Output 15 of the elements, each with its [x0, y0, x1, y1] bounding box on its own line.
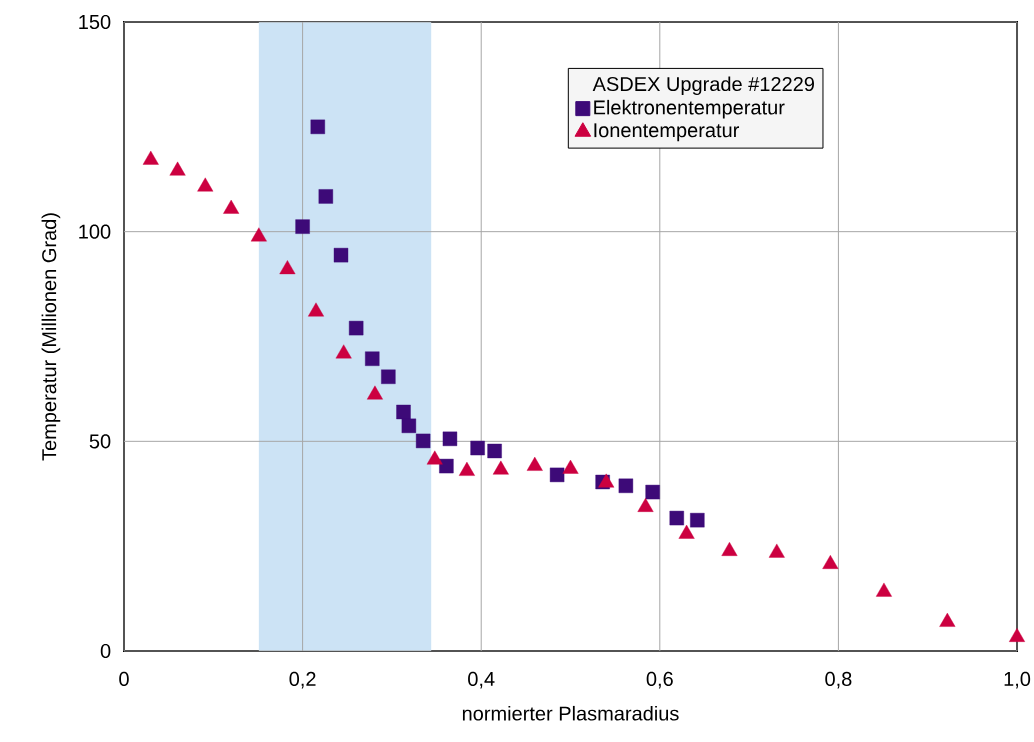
x-tick-label: 0,2 [289, 671, 316, 689]
x-tick-label: 0,6 [646, 671, 673, 689]
y-tick-label: 50 [89, 434, 111, 449]
legend-label: Elektronentemperatur [594, 99, 785, 119]
legend-label: Ionentemperatur [594, 123, 740, 142]
y-tick-label: 150 [79, 14, 111, 30]
y-axis-title: Temperatur (Millionen Grad) [41, 213, 61, 461]
x-axis-title: normierter Plasmaradius [462, 705, 679, 721]
x-tick-label: 0 [119, 671, 129, 687]
x-tick-label: 1,0 [1004, 671, 1031, 689]
x-tick-label: 0,8 [825, 671, 852, 689]
x-tick-label: 0,4 [468, 671, 495, 689]
y-tick-label: 0 [100, 643, 111, 659]
y-tick-label: 100 [79, 224, 111, 239]
legend-title: ASDEX Upgrade #12229 [592, 76, 814, 96]
